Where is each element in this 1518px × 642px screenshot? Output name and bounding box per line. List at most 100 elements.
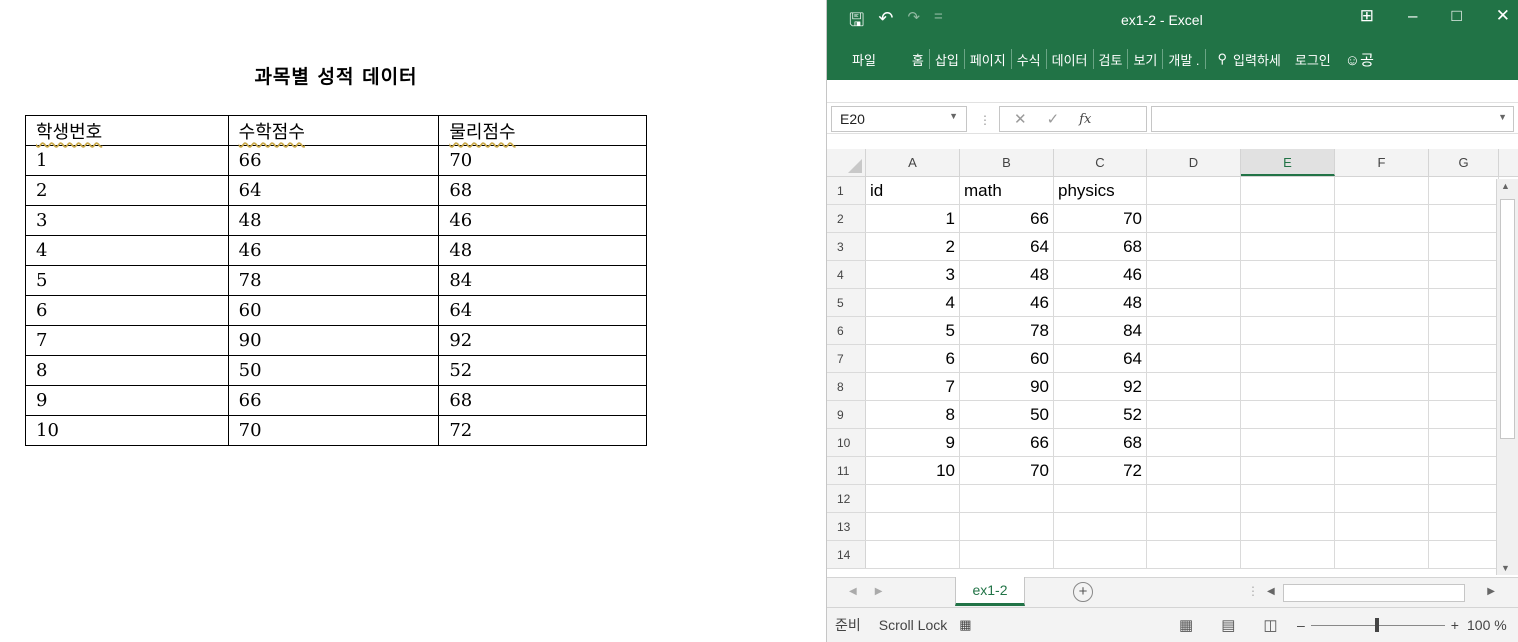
zoom-in-button[interactable]: +	[1450, 617, 1459, 633]
cell-b5[interactable]: 46	[960, 289, 1054, 316]
cell-b7[interactable]: 60	[960, 345, 1054, 372]
row-header[interactable]: 13	[827, 513, 866, 540]
enter-icon[interactable]: ✓	[1046, 111, 1060, 128]
cell-f10[interactable]	[1335, 429, 1429, 456]
tab-data[interactable]: 데이터	[1051, 52, 1088, 68]
cell-d14[interactable]	[1147, 541, 1241, 568]
row-header[interactable]: 10	[827, 429, 866, 456]
cell-f3[interactable]	[1335, 233, 1429, 260]
maximize-button[interactable]: □	[1451, 6, 1462, 25]
tab-home[interactable]: 홈	[911, 52, 924, 68]
cell-g2[interactable]	[1429, 205, 1499, 232]
cell-e5[interactable]	[1241, 289, 1335, 316]
sheet-tab-ex1-2[interactable]: ex1-2	[955, 577, 1025, 606]
cell-c11[interactable]: 72	[1054, 457, 1147, 484]
macro-record-icon[interactable]: ▦	[959, 617, 972, 632]
cell-d2[interactable]	[1147, 205, 1241, 232]
cell-d6[interactable]	[1147, 317, 1241, 344]
cell-f4[interactable]	[1335, 261, 1429, 288]
column-header-b[interactable]: B	[960, 149, 1054, 176]
cell-d1[interactable]	[1147, 177, 1241, 204]
tab-split-handle[interactable]: ⋮	[1247, 584, 1259, 598]
cell-g4[interactable]	[1429, 261, 1499, 288]
cell-f1[interactable]	[1335, 177, 1429, 204]
cell-a4[interactable]: 3	[866, 261, 960, 288]
cell-f2[interactable]	[1335, 205, 1429, 232]
cell-g10[interactable]	[1429, 429, 1499, 456]
cell-a9[interactable]: 8	[866, 401, 960, 428]
cell-d10[interactable]	[1147, 429, 1241, 456]
cell-d3[interactable]	[1147, 233, 1241, 260]
cell-d5[interactable]	[1147, 289, 1241, 316]
zoom-out-button[interactable]: –	[1297, 617, 1305, 633]
cell-a6[interactable]: 5	[866, 317, 960, 344]
cell-a1[interactable]: id	[866, 177, 960, 204]
add-sheet-button[interactable]: +	[1073, 582, 1093, 602]
horizontal-scrollbar[interactable]: ◀ ▶	[1265, 584, 1497, 602]
cell-e13[interactable]	[1241, 513, 1335, 540]
name-box[interactable]: E20 ▼	[831, 106, 967, 132]
tab-developer[interactable]: 개발 .	[1168, 52, 1200, 68]
cell-d11[interactable]	[1147, 457, 1241, 484]
cell-b3[interactable]: 64	[960, 233, 1054, 260]
row-header[interactable]: 11	[827, 457, 866, 484]
tell-me-search[interactable]: ⚲ 입력하세	[1218, 50, 1281, 69]
row-header[interactable]: 14	[827, 541, 866, 568]
sheet-nav-arrows[interactable]: ◀▶	[849, 586, 901, 597]
cell-f11[interactable]	[1335, 457, 1429, 484]
zoom-level[interactable]: 100 %	[1467, 617, 1507, 633]
cell-c12[interactable]	[1054, 485, 1147, 512]
row-header[interactable]: 4	[827, 261, 866, 288]
cell-f9[interactable]	[1335, 401, 1429, 428]
cell-c1[interactable]: physics	[1054, 177, 1147, 204]
column-header-a[interactable]: A	[866, 149, 960, 176]
cell-c10[interactable]: 68	[1054, 429, 1147, 456]
zoom-slider[interactable]: – +	[1297, 617, 1459, 633]
cell-b2[interactable]: 66	[960, 205, 1054, 232]
cell-a5[interactable]: 4	[866, 289, 960, 316]
select-all-button[interactable]	[827, 149, 866, 176]
row-header[interactable]: 3	[827, 233, 866, 260]
save-icon[interactable]: 🖫	[849, 10, 865, 30]
cell-g12[interactable]	[1429, 485, 1499, 512]
cell-b12[interactable]	[960, 485, 1054, 512]
cell-e2[interactable]	[1241, 205, 1335, 232]
tab-page-layout[interactable]: 페이지	[969, 52, 1006, 68]
cell-a10[interactable]: 9	[866, 429, 960, 456]
ribbon-display-icon[interactable]: ⊞	[1359, 6, 1374, 25]
cell-e1[interactable]	[1241, 177, 1335, 204]
cell-d7[interactable]	[1147, 345, 1241, 372]
column-header-g[interactable]: G	[1429, 149, 1499, 176]
cell-d13[interactable]	[1147, 513, 1241, 540]
row-header[interactable]: 6	[827, 317, 866, 344]
cell-b6[interactable]: 78	[960, 317, 1054, 344]
cell-g11[interactable]	[1429, 457, 1499, 484]
cell-g8[interactable]	[1429, 373, 1499, 400]
cell-e7[interactable]	[1241, 345, 1335, 372]
cell-a8[interactable]: 7	[866, 373, 960, 400]
cell-g5[interactable]	[1429, 289, 1499, 316]
scroll-left-icon[interactable]: ◀	[1267, 586, 1275, 597]
minimize-button[interactable]: –	[1408, 6, 1418, 25]
cell-e9[interactable]	[1241, 401, 1335, 428]
undo-icon[interactable]: ↶	[878, 8, 894, 28]
cell-b13[interactable]	[960, 513, 1054, 540]
column-header-c[interactable]: C	[1054, 149, 1147, 176]
cell-d4[interactable]	[1147, 261, 1241, 288]
row-header[interactable]: 8	[827, 373, 866, 400]
zoom-knob[interactable]	[1374, 617, 1379, 632]
column-header-d[interactable]: D	[1147, 149, 1241, 176]
cell-a12[interactable]	[866, 485, 960, 512]
login-link[interactable]: 로그인	[1294, 52, 1331, 68]
cell-c2[interactable]: 70	[1054, 205, 1147, 232]
cell-g13[interactable]	[1429, 513, 1499, 540]
cell-e4[interactable]	[1241, 261, 1335, 288]
tab-file[interactable]: 파일	[852, 52, 876, 68]
cell-g1[interactable]	[1429, 177, 1499, 204]
scroll-thumb[interactable]	[1500, 199, 1515, 439]
row-header[interactable]: 2	[827, 205, 866, 232]
expand-formula-icon[interactable]: ▼	[1498, 112, 1507, 122]
cell-b9[interactable]: 50	[960, 401, 1054, 428]
tab-formulas[interactable]: 수식	[1016, 52, 1041, 68]
cell-e3[interactable]	[1241, 233, 1335, 260]
